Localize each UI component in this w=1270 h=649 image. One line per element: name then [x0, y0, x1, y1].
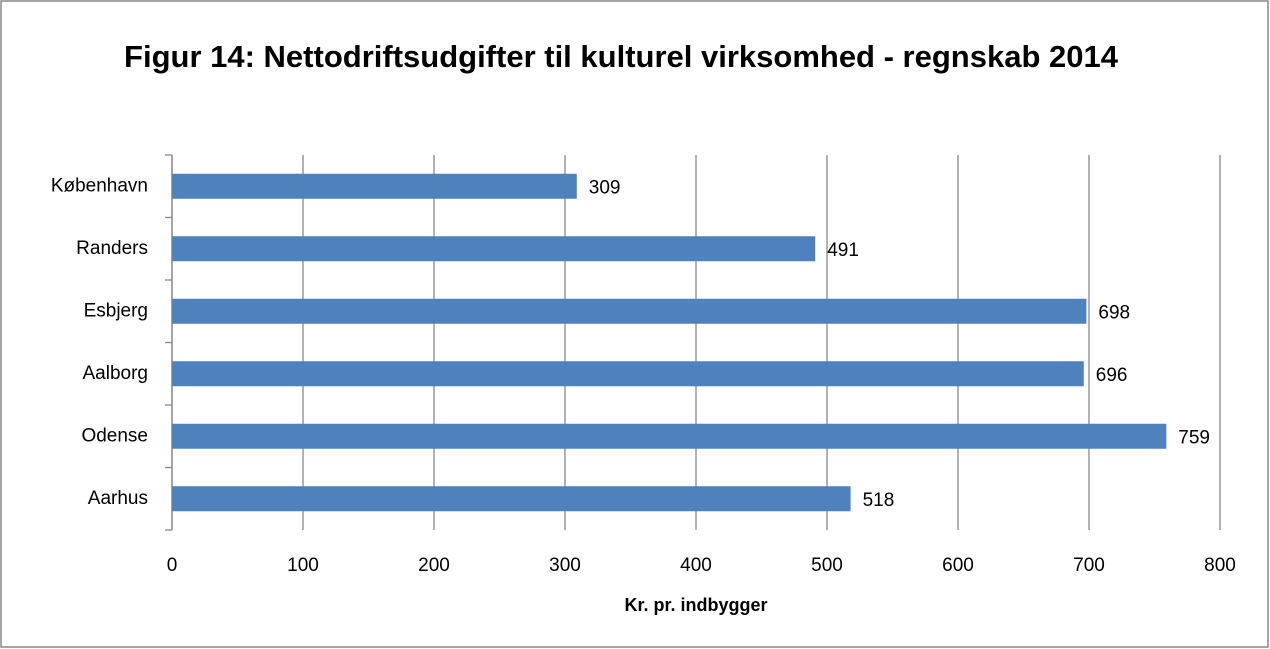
data-label: 309: [589, 177, 621, 198]
x-tick-label: 700: [1073, 555, 1105, 576]
y-tick-label: Odense: [81, 425, 148, 446]
bar: [172, 173, 577, 199]
data-label: 759: [1178, 427, 1210, 448]
bar: [172, 361, 1084, 387]
data-label: 698: [1098, 302, 1130, 323]
bar: [172, 236, 816, 262]
y-tick-label: København: [51, 175, 148, 196]
x-tick-label: 400: [680, 555, 712, 576]
x-tick-label: 500: [811, 555, 843, 576]
chart-title: Figur 14: Nettodriftsudgifter til kultur…: [124, 39, 1118, 74]
y-tick-label: Aarhus: [88, 488, 148, 509]
x-tick-label: 100: [287, 555, 319, 576]
y-tick-label: Randers: [76, 238, 148, 259]
y-tick-label: Aalborg: [83, 363, 149, 384]
y-tick-label: Esbjerg: [84, 300, 148, 321]
x-tick-label: 600: [942, 555, 974, 576]
x-tick-label: 200: [418, 555, 450, 576]
data-label: 491: [827, 240, 859, 261]
x-tick-label: 300: [549, 555, 581, 576]
x-tick-label: 0: [167, 555, 178, 576]
bar: [172, 423, 1167, 449]
bar: [172, 298, 1087, 324]
bar: [172, 486, 851, 512]
x-tick-label: 800: [1204, 555, 1236, 576]
data-label: 518: [863, 490, 895, 511]
x-axis-title: Kr. pr. indbygger: [624, 595, 767, 615]
data-label: 696: [1096, 365, 1128, 386]
